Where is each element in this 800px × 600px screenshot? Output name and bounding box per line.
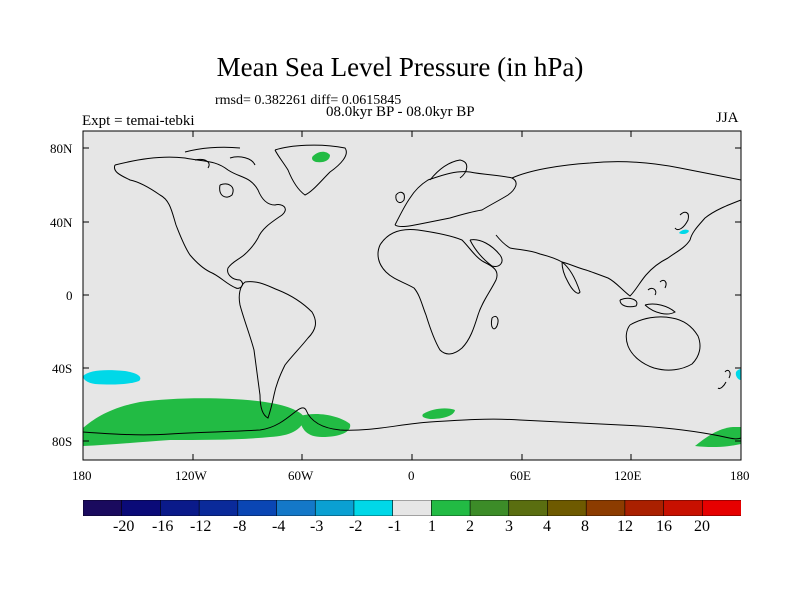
coastlines — [82, 144, 742, 440]
lon-label-120e: 120E — [614, 468, 642, 483]
experiment-label: Expt = temai-tebki — [82, 113, 195, 129]
colorbar — [83, 500, 741, 516]
coast-africa — [377, 229, 498, 355]
lat-label-40s: 40S — [52, 361, 73, 376]
coast-new-zealand — [717, 369, 731, 389]
colorbar-swatch — [121, 500, 162, 516]
colorbar-swatch — [701, 500, 741, 516]
coast-japan — [674, 211, 689, 231]
anomaly-south-of-australia — [695, 427, 741, 448]
colorbar-label: -20 — [113, 518, 135, 535]
colorbar-swatch — [83, 500, 123, 516]
coast-hudson-bay — [219, 183, 234, 198]
colorbar-label: -8 — [233, 518, 247, 535]
colorbar-swatch — [314, 500, 355, 516]
coast-greenland — [274, 144, 347, 196]
lon-label-0: 0 — [408, 468, 415, 483]
colorbar-label: 4 — [543, 518, 551, 535]
coast-se-asia-islands — [619, 279, 676, 315]
colorbar-label: 3 — [505, 518, 513, 535]
colorbar-swatch — [160, 500, 200, 516]
colorbar-swatch — [276, 500, 316, 516]
lat-label-40n: 40N — [50, 215, 73, 230]
colorbar-label: -16 — [152, 518, 174, 535]
colorbar-swatch — [663, 500, 703, 516]
colorbar-swatch — [469, 500, 510, 516]
colorbar-label: 16 — [656, 518, 672, 535]
coast-arabia — [469, 239, 503, 267]
coast-north-america — [113, 156, 286, 289]
stats-label: rmsd= 0.382261 diff= 0.0615845 — [215, 93, 402, 108]
colorbar-label: -3 — [310, 518, 324, 535]
colorbar-label: -12 — [190, 518, 212, 535]
colorbar-swatch — [508, 500, 549, 516]
page-title: Mean Sea Level Pressure (in hPa) — [216, 52, 584, 82]
colorbar-swatch — [585, 500, 626, 516]
anomaly-greenland — [312, 151, 330, 163]
colorbar-swatch — [237, 500, 278, 516]
anomaly-north-pacific — [679, 229, 689, 235]
period-label: 08.0kyr BP - 08.0kyr BP — [326, 104, 475, 120]
coast-india — [561, 261, 581, 294]
anomaly-off-africa — [422, 408, 455, 419]
colorbar-swatch — [392, 500, 432, 516]
lat-label-80s: 80S — [52, 434, 73, 449]
colorbar-label: 2 — [466, 518, 474, 535]
colorbar-swatch — [624, 500, 665, 516]
colorbar-swatch — [198, 500, 239, 516]
coast-australia — [625, 316, 701, 371]
season-label: JJA — [716, 110, 739, 126]
map-frame — [82, 130, 742, 461]
coast-madagascar — [491, 315, 499, 330]
lon-label-180w: 180 — [72, 468, 92, 483]
colorbar-swatch — [431, 500, 471, 516]
colorbar-label: -4 — [272, 518, 286, 535]
colorbar-label: -1 — [388, 518, 402, 535]
lat-label-0: 0 — [66, 288, 73, 303]
coast-british-isles — [395, 191, 405, 203]
colorbar-label: 20 — [694, 518, 710, 535]
lon-label-120w: 120W — [175, 468, 207, 483]
colorbar-swatch — [353, 500, 394, 516]
colorbar-label: 8 — [581, 518, 589, 535]
colorbar-label: 12 — [617, 518, 633, 535]
lon-label-180e: 180 — [730, 468, 750, 483]
coast-asia — [495, 161, 742, 297]
coast-europe — [394, 171, 517, 228]
lon-label-60w: 60W — [288, 468, 314, 483]
anomaly-shading — [83, 151, 741, 448]
coast-scandinavia — [429, 159, 468, 181]
anomaly-south-pacific — [83, 370, 141, 385]
colorbar-label: -2 — [349, 518, 363, 535]
anomaly-southern-pacific — [83, 398, 305, 446]
lon-label-60e: 60E — [510, 468, 531, 483]
coast-south-america — [238, 281, 316, 419]
anomaly-tasman-sea — [735, 369, 741, 380]
colorbar-label: 1 — [428, 518, 436, 535]
coast-antarctica — [82, 407, 742, 440]
lat-label-80n: 80N — [50, 141, 73, 156]
coast-arctic-islands — [184, 146, 256, 169]
colorbar-swatch — [547, 500, 587, 516]
